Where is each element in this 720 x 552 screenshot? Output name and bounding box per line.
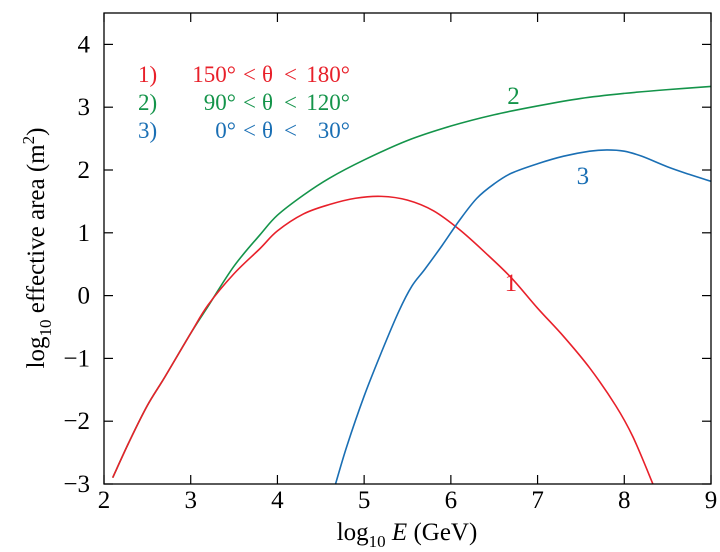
legend-number: 2) — [138, 90, 157, 115]
y-axis-label: log10 effective area (m2) — [19, 128, 55, 369]
series-curves — [111, 85, 711, 484]
y-tick-label: 1 — [78, 220, 91, 247]
curve-label-1: 1 — [505, 270, 518, 297]
legend-operator: < — [284, 118, 297, 143]
series-line-1 — [111, 195, 654, 484]
y-tick-label: 4 — [78, 31, 91, 58]
y-tick-label: −2 — [63, 408, 90, 435]
legend: 1) 150° < θ <180°2) 90° < θ <120°3) 0° < θ <30° — [138, 62, 350, 143]
y-tick-label: 0 — [78, 283, 91, 310]
x-tick-label: 2 — [98, 487, 111, 514]
legend-lower-bound: 150° — [192, 62, 236, 87]
y-tick-label: 2 — [78, 157, 91, 184]
legend-upper-bound: 30° — [318, 118, 350, 143]
series-line-2 — [111, 85, 711, 479]
x-tick-label: 3 — [184, 487, 197, 514]
legend-theta: θ — [262, 90, 273, 115]
curve-label-2: 2 — [507, 83, 520, 110]
x-tick-label: 6 — [445, 487, 458, 514]
x-axis-label: log10 E (GeV) — [337, 519, 478, 551]
legend-operator: < — [284, 62, 297, 87]
legend-entry-3: 3) 0° < θ <30° — [138, 118, 350, 143]
legend-number: 1) — [138, 62, 157, 87]
legend-upper-bound: 120° — [306, 90, 350, 115]
legend-theta: θ — [262, 118, 273, 143]
legend-theta: θ — [262, 62, 273, 87]
legend-lower-bound: 90° — [204, 90, 236, 115]
curve-labels: 1 2 3 — [505, 83, 589, 297]
legend-number: 3) — [138, 118, 157, 143]
legend-operator: < — [284, 90, 297, 115]
legend-operator: < — [243, 90, 256, 115]
x-tick-label: 9 — [705, 487, 718, 514]
legend-lower-bound: 0° — [215, 118, 236, 143]
plot-frame — [103, 12, 712, 485]
legend-upper-bound: 180° — [306, 62, 350, 87]
y-tick-label: 3 — [78, 94, 91, 121]
y-tick-label: −1 — [63, 345, 90, 372]
legend-operator: < — [243, 62, 256, 87]
tick-labels: 2 3 4 5 6 7 8 9 −3 −2 −1 0 1 2 3 4 — [63, 31, 717, 514]
legend-operator: < — [243, 118, 256, 143]
legend-entry-2: 2) 90° < θ <120° — [138, 90, 350, 115]
legend-entry-1: 1) 150° < θ <180° — [138, 62, 350, 87]
x-tick-label: 8 — [618, 487, 631, 514]
series-line-3 — [334, 149, 711, 484]
curve-label-3: 3 — [577, 163, 590, 190]
x-tick-label: 4 — [271, 487, 284, 514]
x-tick-label: 5 — [358, 487, 371, 514]
y-tick-label: −3 — [63, 471, 90, 498]
x-tick-label: 7 — [531, 487, 544, 514]
